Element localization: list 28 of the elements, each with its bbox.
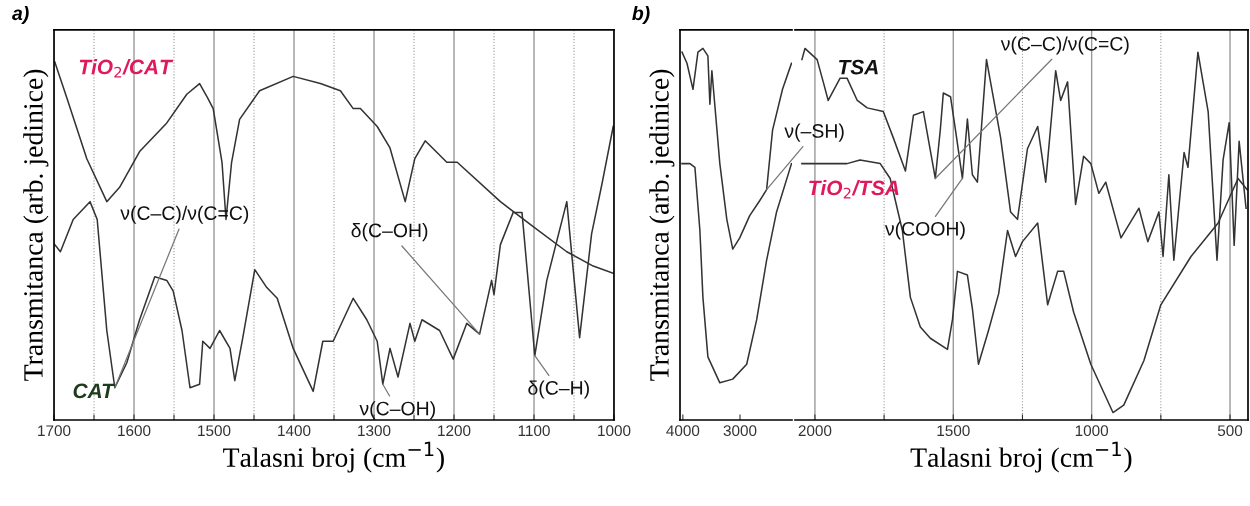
x-tick-label: 1000 (1075, 425, 1109, 437)
series-label: CAT (73, 383, 116, 399)
x-tick-label: 500 (1217, 425, 1243, 437)
x-tick-label: 1300 (358, 425, 391, 437)
series-label: TiO$_{2}$/CAT (79, 59, 174, 78)
annotation: ν(C–C)/ν(C=C) (1000, 36, 1129, 55)
x-tick-label: 1000 (598, 425, 631, 437)
chart-title: b) (632, 5, 650, 24)
x-tick-label: 1100 (518, 425, 550, 437)
x-tick-label: 4000 (666, 425, 700, 437)
y-axis-title: Transmitanca (arb. jedinice) (649, 69, 675, 381)
annotation: ν(–SH) (784, 123, 844, 142)
annotation: ν(C–OH) (359, 401, 435, 420)
x-tick-label: 1200 (438, 425, 471, 437)
x-tick-label: 1600 (118, 425, 151, 437)
series-label: TSA (839, 59, 878, 75)
x-tick-label: 1700 (38, 425, 71, 437)
x-tick-label: 3000 (723, 425, 757, 437)
annotation: δ(C–H) (528, 380, 589, 399)
y-axis-title: Transmitanca (arb. jedinice) (23, 69, 49, 381)
x-tick-label: 2000 (798, 425, 832, 437)
x-tick-label: 1500 (937, 425, 970, 437)
x-tick-label: 1400 (278, 425, 311, 437)
chart-title: a) (12, 5, 29, 24)
x-tick-label: 1500 (198, 425, 231, 437)
x-axis-title: Talasni broj (cm$^{−1}$) (223, 441, 444, 473)
annotation: δ(C–OH) (351, 223, 428, 242)
x-axis-title: Talasni broj (cm$^{−1}$) (910, 441, 1132, 473)
